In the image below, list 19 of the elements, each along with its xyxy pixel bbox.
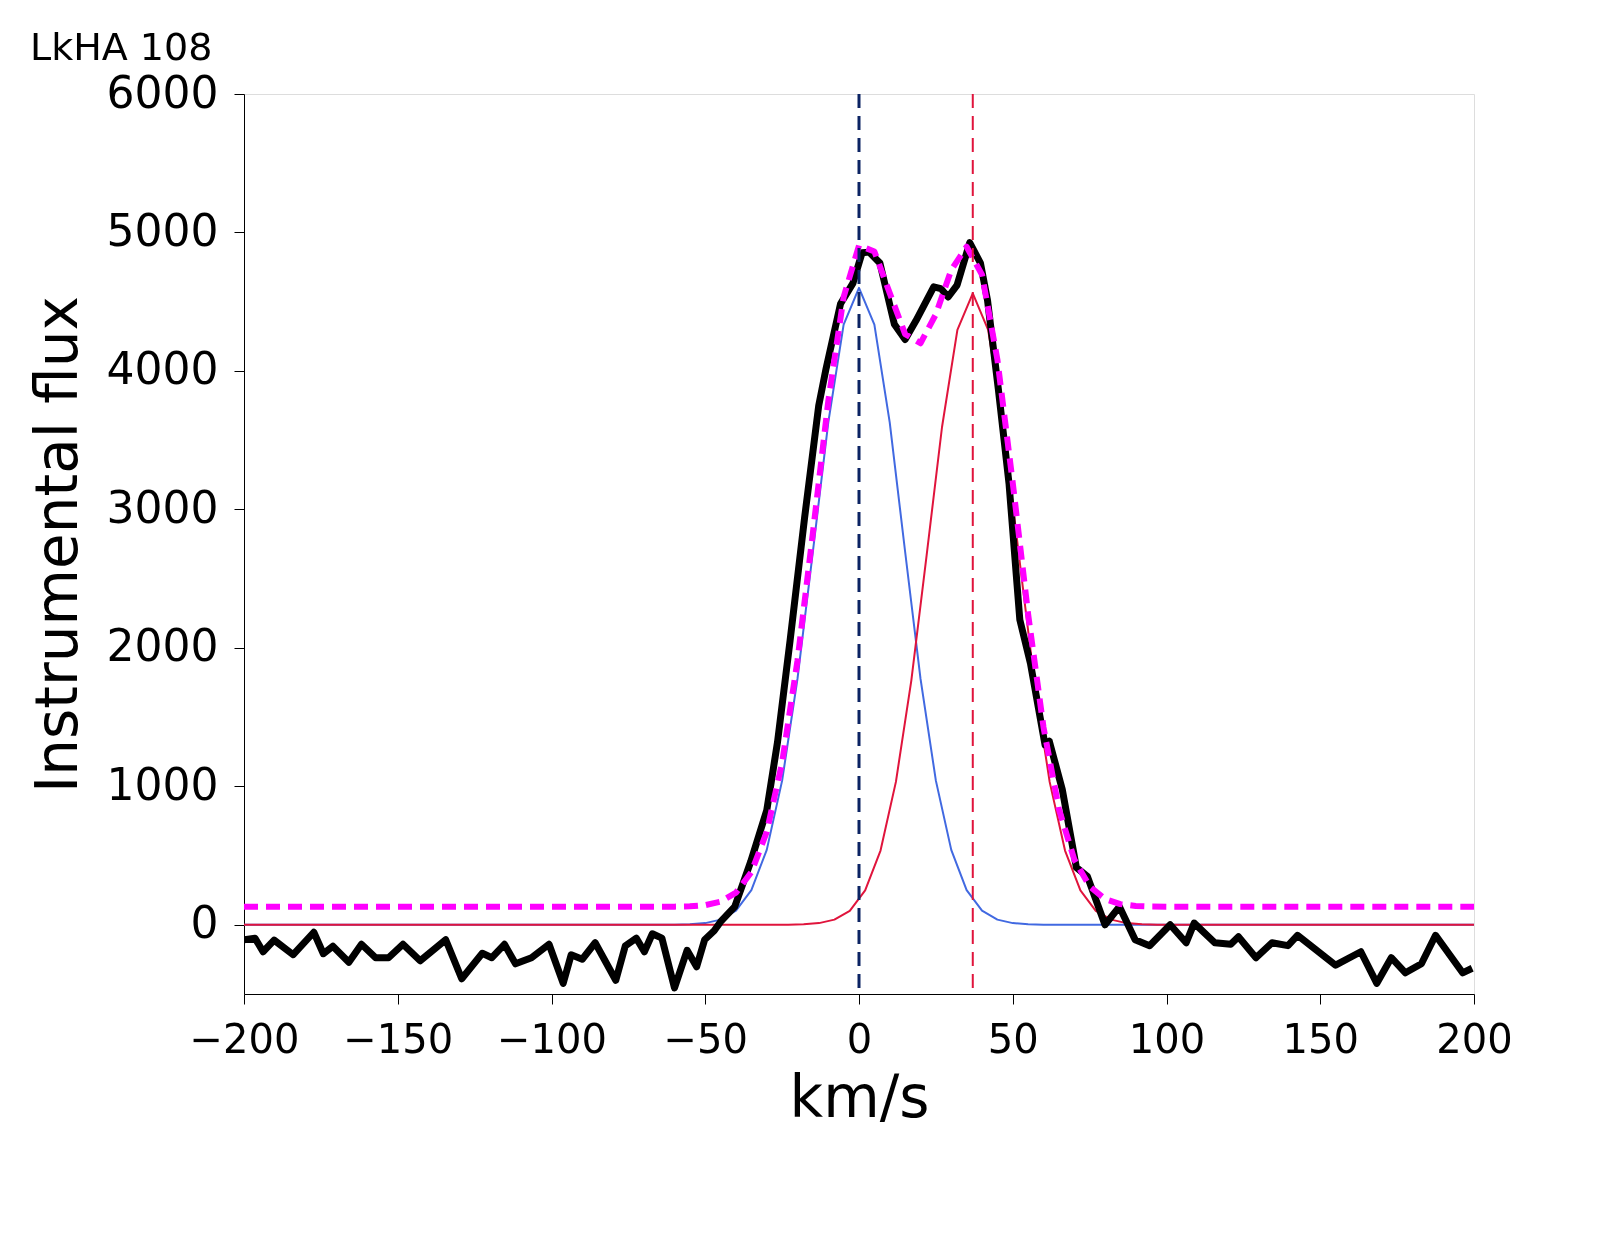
y-tick-label: 6000 [106, 66, 219, 118]
y-tick-label: 5000 [106, 204, 219, 256]
y-tick-label: 2000 [106, 620, 219, 672]
y-tick-label: 0 [190, 897, 219, 949]
x-tick-label: 200 [1436, 1015, 1513, 1062]
x-tick-label: −150 [343, 1015, 454, 1062]
y-tick-label: 4000 [106, 343, 219, 395]
y-tick-label: 1000 [106, 758, 219, 810]
y-tick-label: 3000 [106, 481, 219, 533]
x-tick-label: 50 [987, 1015, 1039, 1062]
x-tick-label: −200 [189, 1015, 300, 1062]
x-tick-label: 100 [1128, 1015, 1206, 1062]
x-tick-label: −50 [663, 1015, 748, 1062]
x-axis-title: km/s [789, 1062, 930, 1131]
x-tick-label: 0 [846, 1015, 873, 1062]
y-axis-title: Instrumental flux [22, 296, 91, 793]
x-tick-label: −100 [497, 1015, 607, 1062]
x-tick-label: 150 [1282, 1015, 1359, 1062]
chart-title: LkHA 108 [30, 25, 213, 69]
